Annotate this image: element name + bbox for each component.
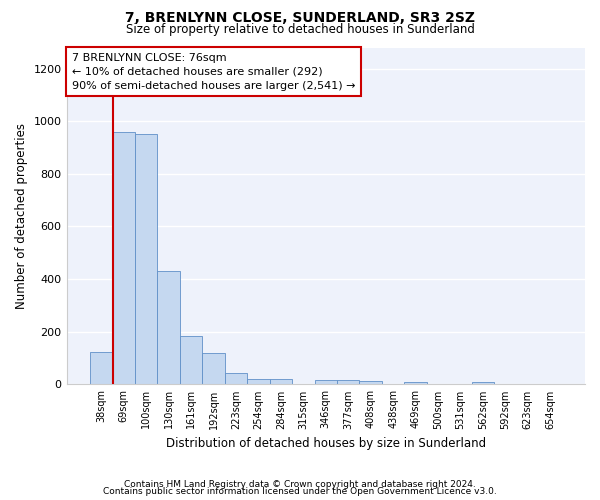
Bar bbox=[404, 382, 427, 384]
Text: Contains public sector information licensed under the Open Government Licence v3: Contains public sector information licen… bbox=[103, 487, 497, 496]
Bar bbox=[113, 132, 135, 384]
Bar bbox=[202, 353, 225, 384]
Y-axis label: Number of detached properties: Number of detached properties bbox=[15, 123, 28, 309]
Bar bbox=[472, 382, 494, 384]
X-axis label: Distribution of detached houses by size in Sunderland: Distribution of detached houses by size … bbox=[166, 437, 486, 450]
Bar bbox=[157, 271, 180, 384]
Bar bbox=[225, 372, 247, 384]
Bar bbox=[90, 352, 113, 384]
Bar bbox=[135, 134, 157, 384]
Text: 7, BRENLYNN CLOSE, SUNDERLAND, SR3 2SZ: 7, BRENLYNN CLOSE, SUNDERLAND, SR3 2SZ bbox=[125, 11, 475, 25]
Bar bbox=[269, 379, 292, 384]
Text: 7 BRENLYNN CLOSE: 76sqm
← 10% of detached houses are smaller (292)
90% of semi-d: 7 BRENLYNN CLOSE: 76sqm ← 10% of detache… bbox=[72, 52, 355, 90]
Bar bbox=[314, 380, 337, 384]
Bar bbox=[180, 336, 202, 384]
Text: Size of property relative to detached houses in Sunderland: Size of property relative to detached ho… bbox=[125, 22, 475, 36]
Text: Contains HM Land Registry data © Crown copyright and database right 2024.: Contains HM Land Registry data © Crown c… bbox=[124, 480, 476, 489]
Bar bbox=[337, 380, 359, 384]
Bar bbox=[359, 382, 382, 384]
Bar bbox=[247, 379, 269, 384]
